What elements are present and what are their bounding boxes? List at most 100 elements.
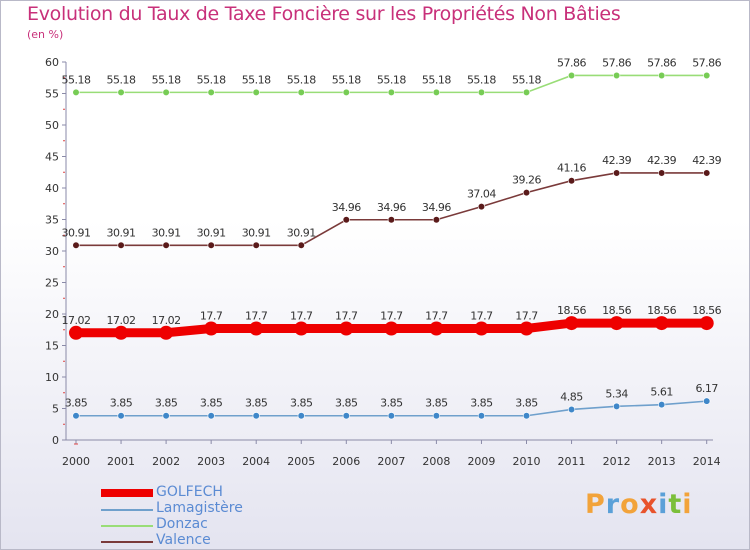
- data-label-valence: 30.91: [242, 226, 271, 239]
- data-point-valence: [342, 216, 350, 224]
- data-label-valence: 34.96: [377, 201, 406, 214]
- y-tick-label: 45: [45, 151, 59, 164]
- data-label-donzac: 55.18: [332, 73, 361, 86]
- x-tick-label: 2007: [377, 455, 405, 468]
- data-point-lamagistre: [342, 412, 350, 420]
- data-label-donzac: 57.86: [692, 56, 721, 69]
- y-tick-label: 5: [52, 403, 59, 416]
- data-point-golfech: [69, 325, 83, 340]
- data-label-golfech: 17.7: [290, 309, 313, 322]
- data-point-lamagistre: [612, 402, 621, 410]
- data-label-golfech: 17.7: [380, 309, 403, 322]
- data-point-valence: [252, 241, 260, 249]
- data-point-donzac: [252, 88, 260, 96]
- data-label-golfech: 18.56: [647, 304, 676, 317]
- y-tick-label: 55: [45, 88, 59, 101]
- data-point-lamagistre: [162, 412, 170, 420]
- x-tick-label: 2000: [62, 455, 90, 468]
- data-label-lamagistre: 3.85: [200, 397, 223, 410]
- data-label-golfech: 17.7: [245, 309, 268, 322]
- data-label-lamagistre: 3.85: [335, 397, 358, 410]
- data-label-golfech: 18.56: [557, 304, 586, 317]
- data-label-lamagistre: 6.17: [695, 382, 718, 395]
- data-label-lamagistre: 3.85: [65, 397, 88, 410]
- x-tick-label: 2011: [558, 455, 586, 468]
- data-point-lamagistre: [432, 412, 441, 420]
- data-label-donzac: 57.86: [647, 56, 676, 69]
- data-label-donzac: 55.18: [242, 73, 271, 86]
- x-tick-label: 2001: [107, 455, 135, 468]
- data-point-valence: [477, 203, 486, 211]
- legend-label-golfech: GOLFECH: [156, 484, 223, 500]
- data-label-donzac: 55.18: [287, 73, 316, 86]
- data-label-valence: 34.96: [332, 201, 361, 214]
- data-point-donzac: [567, 71, 576, 80]
- data-point-golfech: [384, 321, 399, 336]
- data-label-golfech: 18.56: [602, 304, 631, 317]
- y-tick-label: 10: [45, 371, 59, 384]
- data-point-donzac: [162, 88, 170, 96]
- data-point-donzac: [297, 88, 305, 96]
- data-point-lamagistre: [387, 412, 395, 420]
- y-tick-label: 0: [52, 434, 59, 447]
- data-point-golfech: [204, 321, 219, 336]
- data-label-golfech: 17.7: [425, 309, 448, 322]
- data-label-golfech: 17.7: [515, 309, 538, 322]
- data-point-valence: [432, 216, 441, 224]
- data-point-valence: [297, 241, 305, 249]
- data-label-donzac: 55.18: [197, 73, 226, 86]
- data-label-valence: 30.91: [107, 226, 136, 239]
- data-point-golfech: [519, 321, 534, 336]
- proxiti-logo-letter: i: [658, 489, 669, 520]
- legend-swatch-valence: [101, 541, 153, 543]
- data-point-valence: [387, 216, 395, 224]
- data-point-donzac: [72, 88, 80, 96]
- x-tick-label: 2010: [513, 455, 541, 468]
- y-tick-label: 20: [45, 308, 59, 321]
- data-label-donzac: 55.18: [467, 73, 496, 86]
- data-point-lamagistre: [658, 401, 666, 409]
- data-point-lamagistre: [703, 397, 711, 405]
- y-tick-label: 50: [45, 119, 59, 132]
- data-point-golfech: [564, 316, 579, 331]
- legend-label-lamagistere: Lamagistère: [156, 500, 243, 516]
- x-tick-label: 2004: [242, 455, 270, 468]
- data-point-donzac: [117, 88, 125, 96]
- data-point-golfech: [609, 316, 624, 331]
- data-label-donzac: 55.18: [377, 73, 406, 86]
- data-label-lamagistre: 3.85: [470, 397, 493, 410]
- data-point-golfech: [249, 321, 264, 336]
- data-label-lamagistre: 3.85: [155, 397, 178, 410]
- data-point-valence: [117, 241, 125, 249]
- data-point-golfech: [339, 321, 354, 336]
- data-point-valence: [522, 189, 531, 197]
- data-point-lamagistre: [117, 412, 125, 420]
- data-label-lamagistre: 3.85: [380, 397, 403, 410]
- data-label-valence: 42.39: [647, 154, 676, 167]
- x-tick-label: 2005: [287, 455, 315, 468]
- x-tick-label: 2009: [467, 455, 495, 468]
- data-label-lamagistre: 3.85: [425, 397, 448, 410]
- proxiti-logo-letter: r: [605, 489, 621, 520]
- data-point-lamagistre: [207, 412, 215, 420]
- data-point-golfech: [474, 321, 489, 336]
- y-tick-label: 25: [45, 277, 59, 290]
- data-label-donzac: 55.18: [62, 73, 91, 86]
- data-label-donzac: 57.86: [557, 56, 586, 69]
- data-label-lamagistre: 3.85: [515, 397, 538, 410]
- data-label-valence: 42.39: [602, 154, 631, 167]
- legend-swatch-donzac: [101, 525, 153, 527]
- proxiti-logo-letter: x: [639, 489, 659, 520]
- data-point-valence: [658, 169, 666, 177]
- data-point-golfech: [429, 321, 444, 336]
- legend-label-donzac: Donzac: [156, 516, 208, 532]
- x-tick-label: 2002: [152, 455, 180, 468]
- data-label-valence: 30.91: [197, 226, 226, 239]
- data-point-valence: [703, 169, 711, 177]
- data-label-valence: 30.91: [152, 226, 181, 239]
- x-tick-label: 2008: [422, 455, 450, 468]
- data-label-valence: 30.91: [62, 226, 91, 239]
- data-point-golfech: [699, 316, 714, 331]
